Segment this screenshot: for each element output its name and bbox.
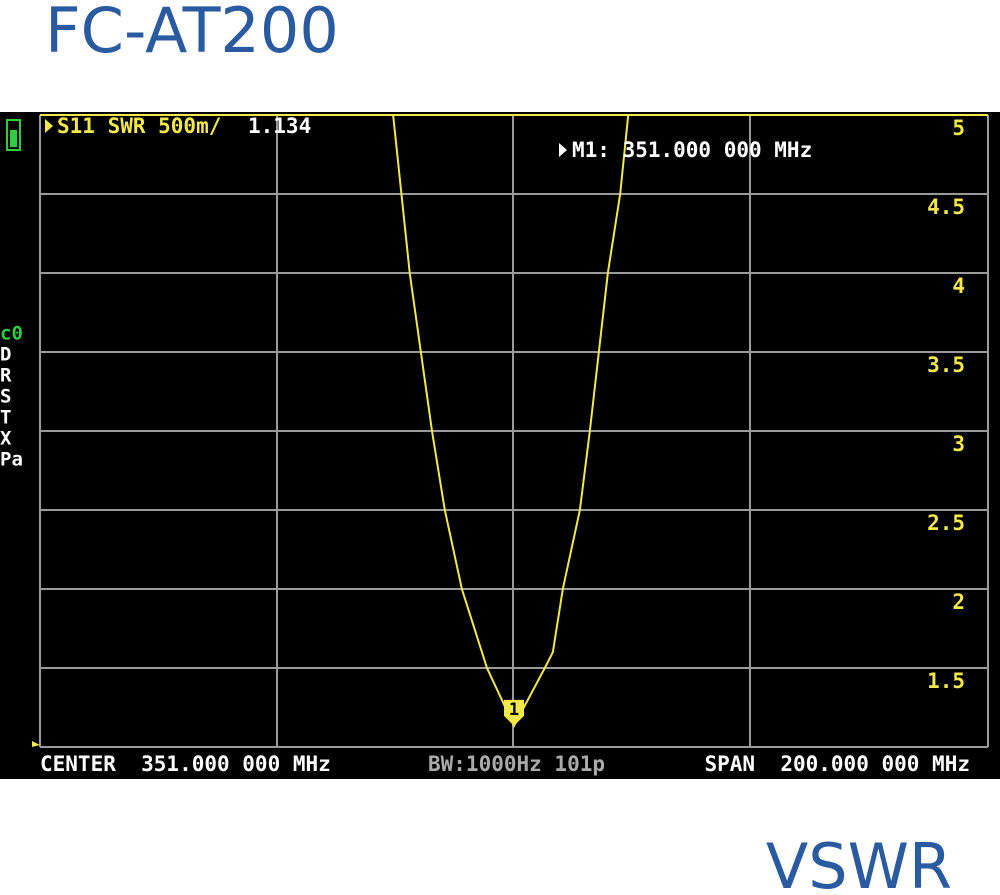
bandwidth: BW:1000Hz 101p [428, 752, 605, 776]
span: SPAN 200.000 000 MHz [704, 752, 970, 776]
title: FC-AT200 [45, 0, 339, 67]
marker [504, 699, 524, 726]
y-tick-label: 2.5 [927, 511, 965, 535]
y-tick-label: 4.5 [927, 195, 965, 219]
y-tick-label: 3.5 [927, 353, 965, 377]
marker-arrow [559, 143, 567, 157]
y-tick-label: 3 [952, 432, 965, 456]
center: CENTER 351.000 000 MHz [40, 752, 331, 776]
sidebar-item: T [0, 407, 11, 429]
sidebar-item: c0 [0, 323, 23, 345]
sidebar-item: S [0, 386, 11, 408]
battery [6, 119, 21, 151]
ref-arrow [32, 741, 40, 747]
y-tick-label: 5 [952, 116, 965, 140]
marker-label: 1 [509, 700, 519, 720]
trace-label: S11 SWR 500m/ [57, 114, 221, 138]
trace [392, 114, 630, 729]
sidebar-item: R [0, 365, 12, 387]
marker-readout: M1: 351.000 000 MHz [572, 138, 812, 162]
screen [0, 112, 1000, 779]
vswr-label: VSWR [766, 830, 952, 895]
sidebar-item: X [0, 428, 12, 450]
y-tick-label: 4 [952, 274, 965, 298]
trace-value: 1.134 [248, 114, 311, 138]
trace-arrow [45, 119, 53, 133]
battery-level [10, 130, 17, 147]
y-tick-label: 2 [952, 590, 965, 614]
sidebar-item: D [0, 344, 11, 366]
y-tick-label: 1.5 [927, 669, 965, 693]
sidebar-item: Pa [0, 449, 23, 471]
